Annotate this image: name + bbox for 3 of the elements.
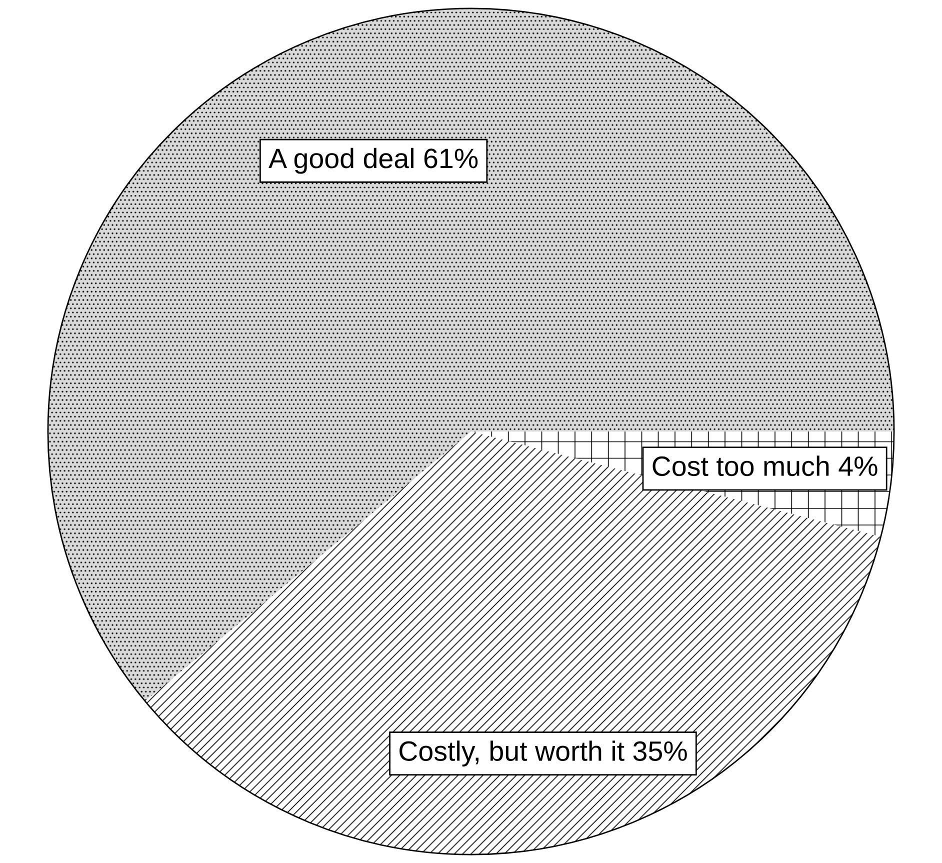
slice-label: Costly, but worth it 35% xyxy=(400,740,687,766)
slice-label: A good deal 61% xyxy=(268,148,478,174)
slice-label: Cost too much 4% xyxy=(652,456,878,476)
